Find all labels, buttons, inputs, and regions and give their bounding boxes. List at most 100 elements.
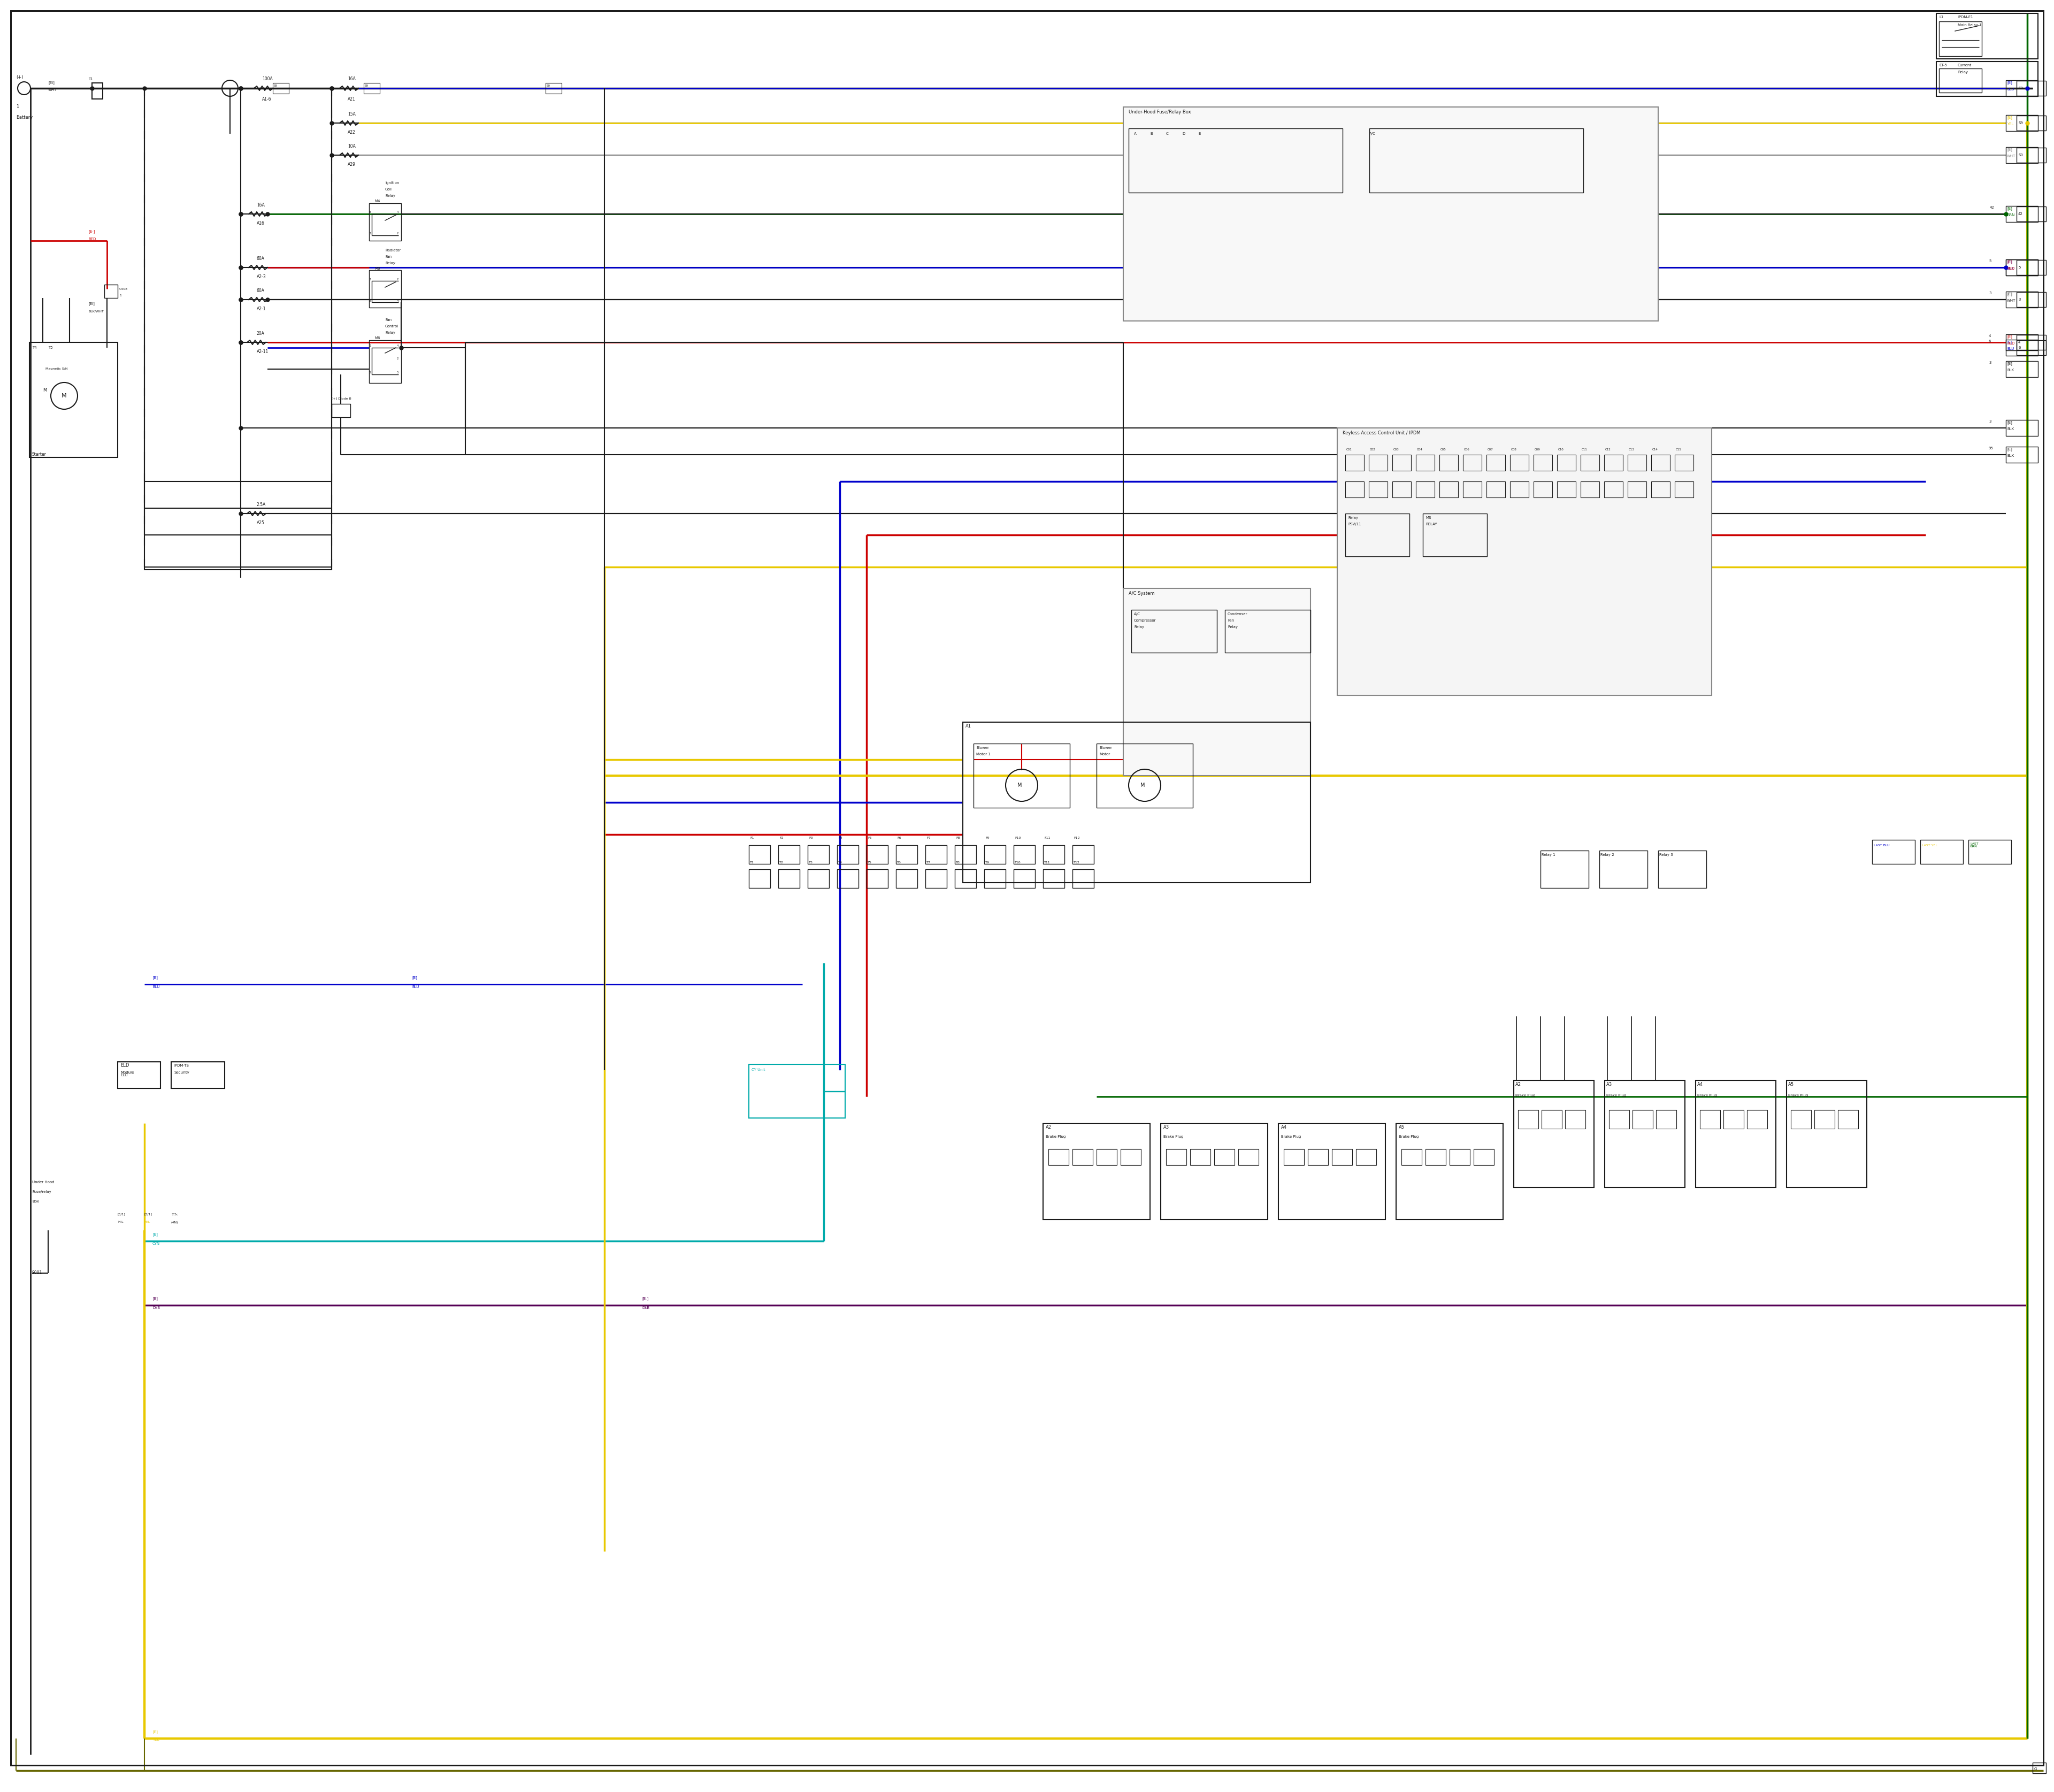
Bar [2007, 446, 2038, 462]
Bar [2007, 340, 2038, 357]
Text: [E]: [E] [2007, 81, 2013, 84]
Text: A25: A25 [257, 520, 265, 525]
Text: [EI]: [EI] [88, 303, 94, 306]
Bar [896, 846, 918, 864]
Text: T8: T8 [955, 860, 959, 864]
Text: M: M [43, 389, 47, 392]
Text: T2: T2 [778, 860, 783, 864]
Text: 1: 1 [119, 294, 121, 297]
Text: C09: C09 [1534, 448, 1540, 450]
Text: [+] Diode B: [+] Diode B [331, 398, 351, 400]
Bar [778, 869, 799, 889]
Text: Fan: Fan [386, 319, 392, 321]
Text: F6: F6 [898, 837, 902, 840]
Text: Condenser: Condenser [1228, 613, 1247, 616]
Text: T11: T11 [1043, 860, 1050, 864]
Text: WHT: WHT [2007, 299, 2015, 303]
Bar [1487, 482, 1506, 498]
Bar [1600, 851, 1647, 889]
Text: [E]: [E] [2007, 362, 2013, 366]
Bar [1510, 482, 1528, 498]
Bar [1072, 1149, 1093, 1165]
Text: 3: 3 [1988, 419, 1990, 423]
Text: Brake Plug: Brake Plug [1697, 1093, 1717, 1097]
Text: F12: F12 [1074, 837, 1080, 840]
Text: Motor 1: Motor 1 [976, 753, 990, 756]
Bar [2017, 147, 2046, 163]
Text: T1: T1 [88, 77, 92, 81]
Bar [1627, 482, 1647, 498]
Text: T12: T12 [1074, 860, 1080, 864]
Text: DkB: DkB [152, 1306, 160, 1310]
Bar [1345, 514, 1409, 556]
Text: CYN: CYN [152, 1242, 160, 1245]
Bar [1939, 68, 1982, 93]
Text: T9: T9 [986, 860, 990, 864]
Bar [1124, 108, 1658, 321]
Text: A3: A3 [1163, 1125, 1169, 1131]
Bar [29, 342, 117, 457]
Text: 5: 5 [2019, 265, 2021, 269]
Bar [2007, 335, 2038, 351]
Text: Ignition: Ignition [386, 181, 398, 185]
Bar [2007, 147, 2038, 163]
Text: Relay: Relay [386, 332, 394, 335]
Bar [2007, 260, 2038, 276]
Bar [1397, 1124, 1504, 1220]
Bar [1604, 455, 1623, 471]
Text: Blower: Blower [1099, 745, 1111, 749]
Text: IPDM-TS: IPDM-TS [175, 1064, 189, 1068]
Bar [1368, 482, 1389, 498]
Bar [1787, 1081, 1867, 1188]
Bar [117, 1063, 160, 1088]
Bar [2017, 335, 2046, 349]
Bar [1920, 840, 1964, 864]
Text: WHT: WHT [47, 88, 58, 91]
Bar [1097, 1149, 1117, 1165]
Text: C08: C08 [1512, 448, 1516, 450]
Bar [1048, 1149, 1068, 1165]
Text: A2: A2 [1045, 1125, 1052, 1131]
Text: A21: A21 [347, 97, 355, 102]
Text: [3/1]: [3/1] [117, 1213, 125, 1215]
Bar [1284, 1149, 1304, 1165]
Text: Brake Plug: Brake Plug [1163, 1134, 1183, 1138]
Bar [1450, 1149, 1471, 1165]
Text: 60A: 60A [257, 289, 265, 292]
Bar [1356, 1149, 1376, 1165]
Text: BLK: BLK [2007, 369, 2015, 371]
Bar [1278, 1124, 1384, 1220]
Text: C07: C07 [1487, 448, 1493, 450]
Text: S001: S001 [33, 1271, 43, 1276]
Bar [2017, 115, 2046, 131]
Text: A4: A4 [1282, 1125, 1288, 1131]
Text: Compressor: Compressor [1134, 618, 1156, 622]
Text: A/C: A/C [1370, 133, 1376, 136]
Bar [1604, 482, 1623, 498]
Text: Coil: Coil [386, 188, 392, 192]
Bar [838, 869, 859, 889]
Text: C02: C02 [1370, 448, 1376, 450]
Text: G: G [2033, 1767, 2038, 1770]
Bar [1651, 482, 1670, 498]
Text: ELD: ELD [121, 1073, 127, 1077]
Text: F7: F7 [926, 837, 930, 840]
Text: Relay: Relay [1957, 70, 1968, 73]
Text: F5: F5 [867, 837, 871, 840]
Bar [144, 88, 331, 570]
Bar [2007, 419, 2038, 435]
Text: LAST BLU: LAST BLU [1873, 844, 1890, 846]
Bar [1440, 455, 1458, 471]
Text: M8: M8 [374, 267, 380, 271]
Text: Brake Plug: Brake Plug [1789, 1093, 1808, 1097]
Text: M: M [1017, 783, 1023, 788]
Text: GRN: GRN [2007, 213, 2015, 217]
Bar [1540, 851, 1588, 889]
Bar [370, 202, 401, 240]
Text: MS: MS [1425, 516, 1432, 520]
Bar [1697, 1081, 1777, 1188]
Text: 1: 1 [16, 104, 18, 109]
Text: F2: F2 [778, 837, 783, 840]
Text: [E]: [E] [2007, 335, 2013, 339]
Bar [1393, 455, 1411, 471]
